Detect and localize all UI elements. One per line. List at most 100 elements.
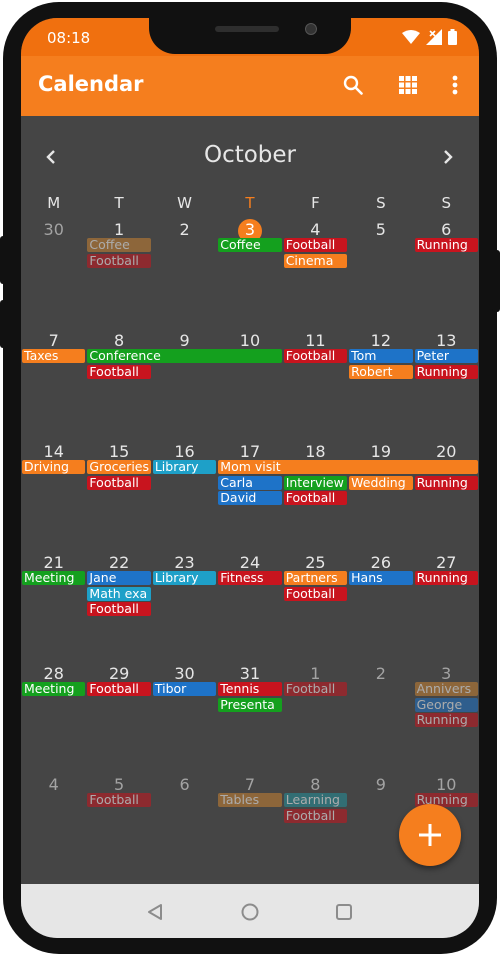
day-number: 2 bbox=[179, 220, 190, 239]
event-chip[interactable]: Football bbox=[283, 808, 348, 823]
month-title[interactable]: October bbox=[203, 142, 297, 168]
day-number: 14 bbox=[43, 442, 64, 461]
event-chip[interactable]: Tibor bbox=[152, 682, 217, 696]
recents-square-icon bbox=[336, 904, 352, 920]
grid-view-icon bbox=[399, 76, 417, 94]
day-number: 16 bbox=[174, 442, 195, 461]
event-chip[interactable]: Groceries bbox=[87, 460, 151, 474]
event-chip[interactable]: Taxes bbox=[22, 349, 86, 363]
month-grid: 30 1 2 3 4 5 6 Coffee Football Coffee Football Cine… bbox=[21, 214, 479, 880]
event-chip[interactable]: Coffee bbox=[218, 238, 282, 252]
event-chip[interactable]: Tom bbox=[349, 349, 413, 363]
event-chip[interactable]: Fitness bbox=[218, 571, 282, 585]
event-chip[interactable]: Meeting bbox=[22, 571, 86, 585]
weekday-label: T bbox=[245, 194, 255, 212]
search-icon bbox=[343, 75, 363, 95]
day-number: 7 bbox=[48, 331, 59, 350]
event-chip[interactable]: Running bbox=[414, 475, 478, 490]
day-number: 28 bbox=[43, 664, 64, 683]
week-row: 28 29 30 31 1 2 3 Meeting Football Tibor Tennis Foo… bbox=[21, 658, 479, 769]
event-chip[interactable]: Annivers bbox=[414, 682, 478, 696]
day-number: 18 bbox=[305, 442, 326, 461]
day-number: 27 bbox=[436, 553, 457, 572]
day-number: 30 bbox=[43, 220, 64, 239]
new-event-button[interactable] bbox=[399, 804, 461, 866]
event-chip[interactable]: Library bbox=[152, 571, 217, 585]
event-chip[interactable]: Driving bbox=[22, 460, 86, 474]
day-number: 8 bbox=[114, 331, 125, 350]
event-chip[interactable]: Football bbox=[283, 682, 348, 696]
day-number: 1 bbox=[114, 220, 125, 239]
event-chip[interactable]: Wedding bbox=[349, 475, 413, 490]
event-chip[interactable]: Math exa bbox=[87, 586, 151, 601]
event-chip[interactable]: Football bbox=[87, 253, 151, 268]
event-chip[interactable]: Peter bbox=[414, 349, 478, 363]
back-button[interactable] bbox=[143, 900, 167, 924]
event-chip[interactable]: Football bbox=[87, 682, 151, 696]
previous-month-button[interactable] bbox=[36, 142, 66, 172]
day-number: 7 bbox=[244, 775, 256, 794]
weekday-label: W bbox=[177, 194, 192, 212]
event-chip[interactable]: Conference bbox=[87, 349, 282, 363]
event-chip[interactable]: Tables bbox=[218, 793, 282, 807]
change-view-button[interactable] bbox=[393, 70, 423, 100]
event-chip[interactable]: Football bbox=[87, 475, 151, 490]
more-options-button[interactable] bbox=[440, 70, 470, 100]
month-navigation: October bbox=[21, 116, 479, 196]
event-chip[interactable]: Cinema bbox=[283, 253, 348, 268]
event-chip[interactable]: Library bbox=[152, 460, 217, 474]
event-chip[interactable]: Running bbox=[414, 793, 478, 807]
day-number: 1 bbox=[310, 664, 321, 683]
day-number: 2 bbox=[375, 664, 386, 683]
event-chip[interactable]: Football bbox=[283, 586, 348, 601]
event-chip[interactable]: George bbox=[414, 697, 478, 712]
camera-notch bbox=[149, 18, 351, 54]
search-button[interactable] bbox=[338, 70, 368, 100]
event-chip[interactable]: Football bbox=[87, 793, 151, 807]
day-number: 9 bbox=[375, 775, 386, 794]
event-chip[interactable]: Learning bbox=[283, 793, 348, 807]
event-chip[interactable]: Football bbox=[283, 349, 348, 363]
event-chip[interactable]: Jane bbox=[87, 571, 151, 585]
event-chip[interactable]: Running bbox=[414, 571, 478, 585]
phone-side-button bbox=[0, 300, 8, 348]
day-number: 6 bbox=[179, 775, 190, 794]
event-chip[interactable]: Football bbox=[283, 491, 348, 505]
day-number: 10 bbox=[239, 331, 261, 350]
screen: 08:18 Calendar bbox=[21, 18, 479, 938]
next-month-button[interactable] bbox=[433, 142, 463, 172]
event-chip[interactable]: Football bbox=[87, 364, 151, 379]
event-chip[interactable]: Hans bbox=[349, 571, 413, 585]
recents-button[interactable] bbox=[332, 900, 356, 924]
event-chip[interactable]: Robert bbox=[349, 364, 413, 379]
event-chip[interactable]: Mom visit bbox=[218, 460, 478, 474]
event-chip[interactable]: Tennis bbox=[218, 682, 282, 696]
event-chip[interactable]: Interview bbox=[283, 475, 348, 490]
day-number: 19 bbox=[370, 442, 392, 461]
home-button[interactable] bbox=[238, 900, 262, 924]
event-chip[interactable]: Running bbox=[414, 713, 478, 727]
phone-power-button bbox=[492, 250, 500, 312]
chevron-left-icon bbox=[46, 150, 55, 164]
battery-icon bbox=[448, 29, 457, 45]
event-chip[interactable]: Meeting bbox=[22, 682, 86, 696]
day-number: 11 bbox=[305, 331, 326, 350]
event-chip[interactable]: Football bbox=[87, 602, 151, 616]
event-chip[interactable]: Football bbox=[283, 238, 348, 252]
event-chip[interactable]: Running bbox=[414, 364, 478, 379]
signal-icon bbox=[426, 29, 442, 45]
week-row: 7 8 9 10 11 12 13 Taxes Conference Football Tom Pet… bbox=[21, 325, 479, 436]
event-chip[interactable]: Carla bbox=[218, 475, 282, 490]
event-chip[interactable]: David bbox=[218, 491, 282, 505]
day-number: 5 bbox=[114, 775, 125, 794]
event-chip[interactable]: Partners bbox=[283, 571, 348, 585]
event-chip[interactable]: Running bbox=[414, 238, 478, 252]
day-number: 31 bbox=[239, 664, 261, 683]
day-number: 30 bbox=[174, 664, 195, 683]
more-vert-icon bbox=[452, 75, 458, 95]
day-number: 23 bbox=[174, 553, 195, 572]
week-row: 21 22 23 24 25 26 27 Meeting Jane Library Fitness P… bbox=[21, 547, 479, 658]
day-number: 9 bbox=[179, 331, 190, 350]
event-chip[interactable]: Presenta bbox=[218, 697, 282, 712]
event-chip[interactable]: Coffee bbox=[87, 238, 151, 252]
